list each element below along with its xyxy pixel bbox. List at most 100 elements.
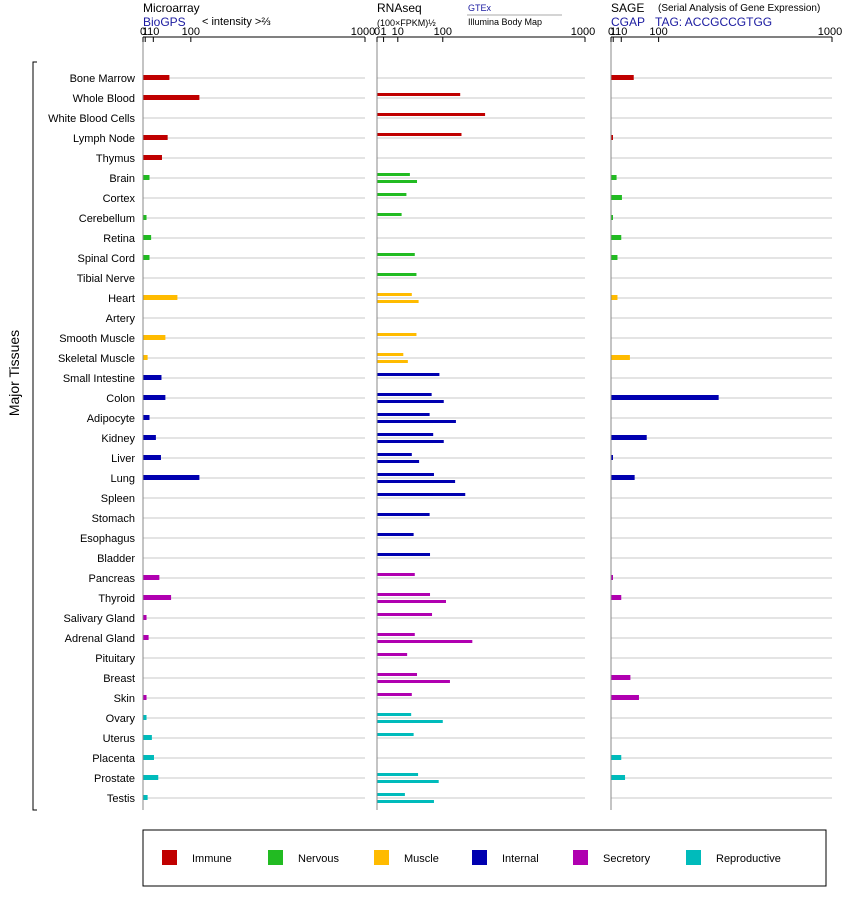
bar-sage [611, 135, 613, 140]
legend-swatch-internal [472, 850, 487, 865]
bar-rnaseq-illumina [377, 640, 473, 643]
bar-rnaseq-gtex [377, 713, 412, 716]
tissue-label: Tibial Nerve [77, 273, 135, 285]
bar-rnaseq-gtex [377, 113, 486, 116]
panel-2-axis-label: (100×FPKM)½ [377, 18, 436, 28]
bar-rnaseq-illumina [377, 400, 444, 403]
bar-microarray [143, 715, 147, 720]
bar-microarray [143, 295, 178, 300]
bar-sage [611, 435, 647, 440]
bar-sage [611, 575, 613, 580]
tick-label: 1 [610, 26, 616, 38]
bar-microarray [143, 575, 160, 580]
bar-microarray [143, 735, 152, 740]
bar-sage [611, 75, 634, 80]
bar-rnaseq-gtex [377, 353, 404, 356]
bar-rnaseq-gtex [377, 793, 405, 796]
bar-rnaseq-gtex [377, 493, 466, 496]
legend-label-nervous: Nervous [298, 853, 339, 865]
bar-microarray [143, 455, 161, 460]
bar-rnaseq-gtex [377, 193, 407, 196]
panel-2-source: GTEx [468, 3, 492, 13]
bar-microarray [143, 755, 154, 760]
bar-rnaseq-illumina [377, 720, 443, 723]
bar-microarray [143, 175, 150, 180]
bar-rnaseq-illumina [377, 440, 444, 443]
bars-layer [143, 75, 719, 803]
tissue-label: Spleen [101, 493, 135, 505]
bar-rnaseq-illumina [377, 180, 418, 183]
bar-microarray [143, 255, 150, 260]
bar-rnaseq-illumina [377, 420, 456, 423]
bar-rnaseq-gtex [377, 473, 434, 476]
tick-label: 10 [392, 26, 404, 38]
tissue-label: Testis [107, 793, 136, 805]
tissue-label: Brain [109, 173, 135, 185]
bar-sage [611, 595, 622, 600]
bar-sage [611, 215, 613, 220]
legend: Immune Nervous Muscle Internal Secretory Repr… [162, 850, 781, 865]
bar-rnaseq-gtex [377, 513, 430, 516]
tissue-label: Thymus [96, 153, 136, 165]
tissue-label: Skin [114, 693, 135, 705]
bar-rnaseq-gtex [377, 413, 430, 416]
bar-rnaseq-illumina [377, 600, 446, 603]
bar-rnaseq-gtex [377, 673, 418, 676]
panel-3-note: (Serial Analysis of Gene Expression) [658, 3, 820, 14]
bar-rnaseq-gtex [377, 133, 462, 136]
bar-microarray [143, 795, 148, 800]
bar-sage [611, 195, 622, 200]
bar-microarray [143, 415, 150, 420]
bar-rnaseq-gtex [377, 273, 417, 276]
panel-3-title: SAGE [611, 1, 644, 15]
grid-layer [143, 77, 832, 799]
bar-sage [611, 295, 618, 300]
bar-sage [611, 755, 622, 760]
bar-rnaseq-illumina [377, 780, 439, 783]
tick-label: 0 [608, 26, 614, 38]
bar-rnaseq-gtex [377, 173, 410, 176]
bar-rnaseq-gtex [377, 253, 415, 256]
bar-rnaseq-illumina [377, 460, 420, 463]
tissue-label: Whole Blood [73, 93, 135, 105]
bar-rnaseq-illumina [377, 300, 419, 303]
tick-label: 1 [381, 26, 387, 38]
tick-label: 10 [615, 26, 627, 38]
bar-sage [611, 235, 622, 240]
tick-label: 0 [374, 26, 380, 38]
tissue-label: White Blood Cells [48, 113, 135, 125]
bar-sage [611, 455, 613, 460]
tissue-label: Bladder [97, 553, 135, 565]
tick-label: 1000 [818, 26, 842, 38]
tissue-label: Salivary Gland [63, 613, 135, 625]
tissue-label: Lung [111, 473, 135, 485]
tick-label: 100 [649, 26, 667, 38]
legend-swatch-muscle [374, 850, 389, 865]
bar-rnaseq-illumina [377, 360, 408, 363]
tick-label: 1000 [351, 26, 375, 38]
bar-microarray [143, 155, 162, 160]
legend-swatch-immune [162, 850, 177, 865]
bar-microarray [143, 775, 159, 780]
bar-microarray [143, 235, 152, 240]
bar-sage [611, 775, 626, 780]
bar-sage [611, 255, 618, 260]
panel-3-subtitle: CGAP [611, 15, 645, 29]
legend-swatch-reproductive [686, 850, 701, 865]
bar-rnaseq-gtex [377, 613, 433, 616]
tissue-label: Prostate [94, 773, 135, 785]
tissue-labels: Bone Marrow Whole Blood White Blood Cells L… [48, 73, 136, 805]
bar-rnaseq-illumina [377, 480, 456, 483]
legend-swatch-secretory [573, 850, 588, 865]
tissue-label: Small Intestine [63, 373, 135, 385]
tick-label: 1 [142, 26, 148, 38]
bar-microarray [143, 615, 147, 620]
legend-label-immune: Immune [192, 853, 232, 865]
tissue-label: Adipocyte [87, 413, 135, 425]
bar-rnaseq-gtex [377, 573, 415, 576]
bar-rnaseq-gtex [377, 653, 408, 656]
tissue-label: Kidney [101, 433, 135, 445]
bar-microarray [143, 95, 200, 100]
